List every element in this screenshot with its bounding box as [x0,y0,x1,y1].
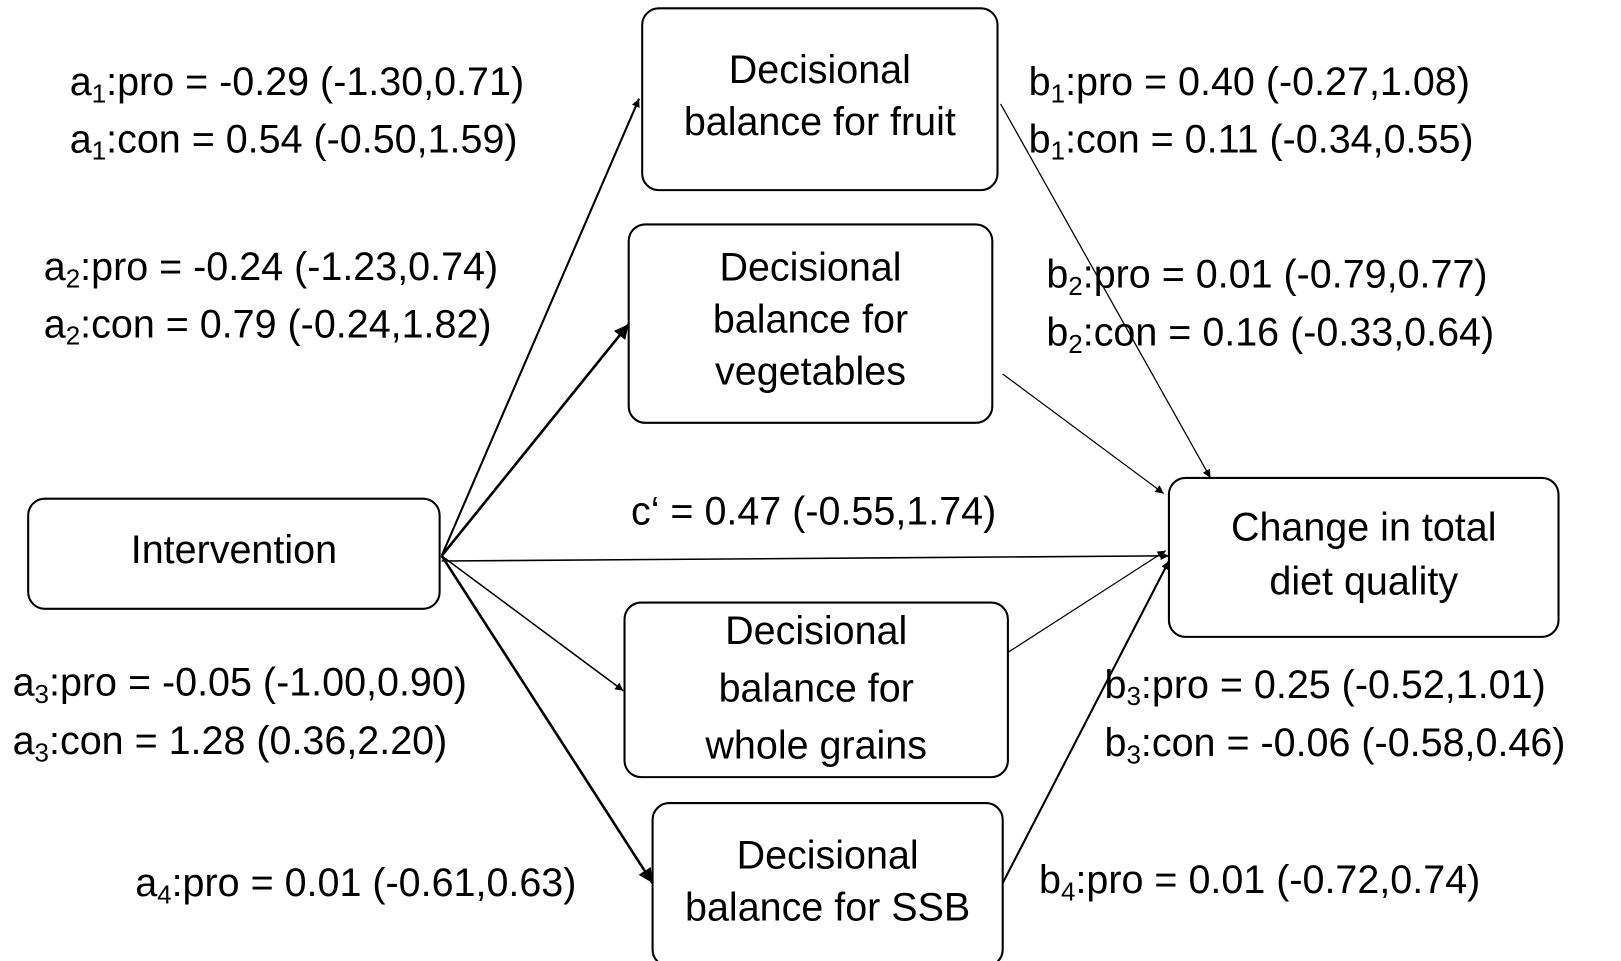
node-label: balance for [719,666,914,710]
node-label: Intervention [131,528,337,572]
edge-label-subscript: 3 [1126,739,1140,769]
arrow [1007,550,1167,653]
edge-label-subscript: 3 [1126,681,1140,711]
arrow [440,555,654,884]
edge-label-subscript: 4 [1061,876,1075,906]
edge-label-symbol: a [44,303,66,347]
edge-label: b2:pro = 0.01 (-0.79,0.77) [1046,253,1487,301]
node-label: balance for [713,297,908,341]
edge-label: a2:pro = -0.24 (-1.23,0.74) [44,246,498,294]
edge-label-symbol: b [1046,253,1068,297]
edge-label: a3:con = 1.28 (0.36,2.20) [13,719,448,767]
edge-label-text: :con = 0.16 (-0.33,0.64) [1083,311,1494,355]
arrow [440,98,641,557]
node-label: Decisional [737,834,919,878]
edge-label: a1:pro = -0.29 (-1.30,0.71) [70,61,524,109]
node-box [1167,476,1560,638]
edge-label-text: :pro = 0.01 (-0.79,0.77) [1083,253,1488,297]
edge-label-symbol: b [1029,61,1051,105]
node-box [623,601,1009,779]
edge-label: b3:pro = 0.25 (-0.52,1.01) [1105,663,1546,711]
edge-label-text: :con = 0.11 (-0.34,0.55) [1065,118,1473,162]
edge-label-symbol: a [70,118,92,162]
edge-label-symbol: b [1105,663,1127,707]
arrow [1002,373,1165,494]
edge-label-subscript: 2 [1068,271,1082,301]
edge-label-symbol: b [1046,311,1068,355]
node-box [27,497,441,610]
edge-label-text: :pro = -0.29 (-1.30,0.71) [106,61,524,105]
edge-label-text: :con = 0.54 (-0.50,1.59) [106,118,517,162]
edge-label-subscript: 3 [35,679,49,709]
node-label: balance for SSB [685,886,970,930]
edge-label-symbol: a [44,246,66,290]
node-label: Change in total [1231,505,1497,549]
node-label: diet quality [1269,559,1458,603]
edge-label-text: :con = 0.79 (-0.24,1.82) [80,303,491,347]
node-box [651,802,1004,961]
edge-label-subscript: 3 [35,737,49,767]
edge-label-symbol: b [1029,118,1051,162]
edge-label: b1:pro = 0.40 (-0.27,1.08) [1029,61,1470,109]
edge-label: b4:pro = 0.01 (-0.72,0.74) [1039,859,1480,907]
arrow [441,555,624,692]
edge-label-symbol: b [1039,859,1061,903]
edge-label-symbol: a [70,61,92,105]
edge-label-symbol: a [135,862,157,906]
edge-label-symbol: b [1105,721,1127,765]
arrow [1000,103,1212,479]
edge-label-subscript: 1 [1051,78,1065,108]
edge-label-text: :pro = -0.24 (-1.23,0.74) [80,246,498,290]
edge-label: c‘ = 0.47 (-0.55,1.74) [631,490,996,534]
edge-label-subscript: 2 [1068,329,1082,359]
edge-label-text: :pro = 0.01 (-0.72,0.74) [1075,859,1480,903]
edge-label-text: :pro = -0.05 (-1.00,0.90) [49,661,467,705]
edge-label: b3:con = -0.06 (-0.58,0.46) [1105,721,1566,769]
arrow [440,323,630,557]
edge-label: b1:con = 0.11 (-0.34,0.55) [1029,118,1474,166]
node-label: whole grains [704,723,927,767]
edge-label: a3:pro = -0.05 (-1.00,0.90) [13,661,467,709]
edge-label: b2:con = 0.16 (-0.33,0.64) [1046,311,1494,359]
edge-label: a2:con = 0.79 (-0.24,1.82) [44,303,492,351]
edge-label-text: :pro = 0.01 (-0.61,0.63) [172,862,577,906]
edge-label-subscript: 1 [1051,136,1065,166]
edge-label-subscript: 1 [92,136,106,166]
node-label: vegetables [715,349,906,393]
node-label: Decisional [729,48,911,92]
edge-label-text: :pro = 0.25 (-0.52,1.01) [1141,663,1546,707]
node-label: Decisional [719,246,901,290]
edge-label-symbol: a [13,661,35,705]
edge-label-text: :con = -0.06 (-0.58,0.46) [1141,721,1566,765]
edge-label-subscript: 2 [66,321,80,351]
edge-label-subscript: 4 [157,879,171,909]
edge-label-text: :con = 1.28 (0.36,2.20) [49,719,447,763]
edge-label: a4:pro = 0.01 (-0.61,0.63) [135,862,576,910]
edge-label-text: :pro = 0.40 (-0.27,1.08) [1065,61,1470,105]
edge-label-text: c‘ = 0.47 (-0.55,1.74) [631,490,996,534]
arrow [441,551,1169,562]
edge-label: a1:con = 0.54 (-0.50,1.59) [70,118,518,166]
edge-label-subscript: 2 [66,263,80,293]
node-label: Decisional [725,609,907,653]
node-label: balance for fruit [684,100,956,144]
arrow [1001,560,1170,884]
node-box [641,7,999,192]
edge-label-subscript: 1 [92,78,106,108]
node-box [627,223,994,424]
edge-label-symbol: a [13,719,35,763]
